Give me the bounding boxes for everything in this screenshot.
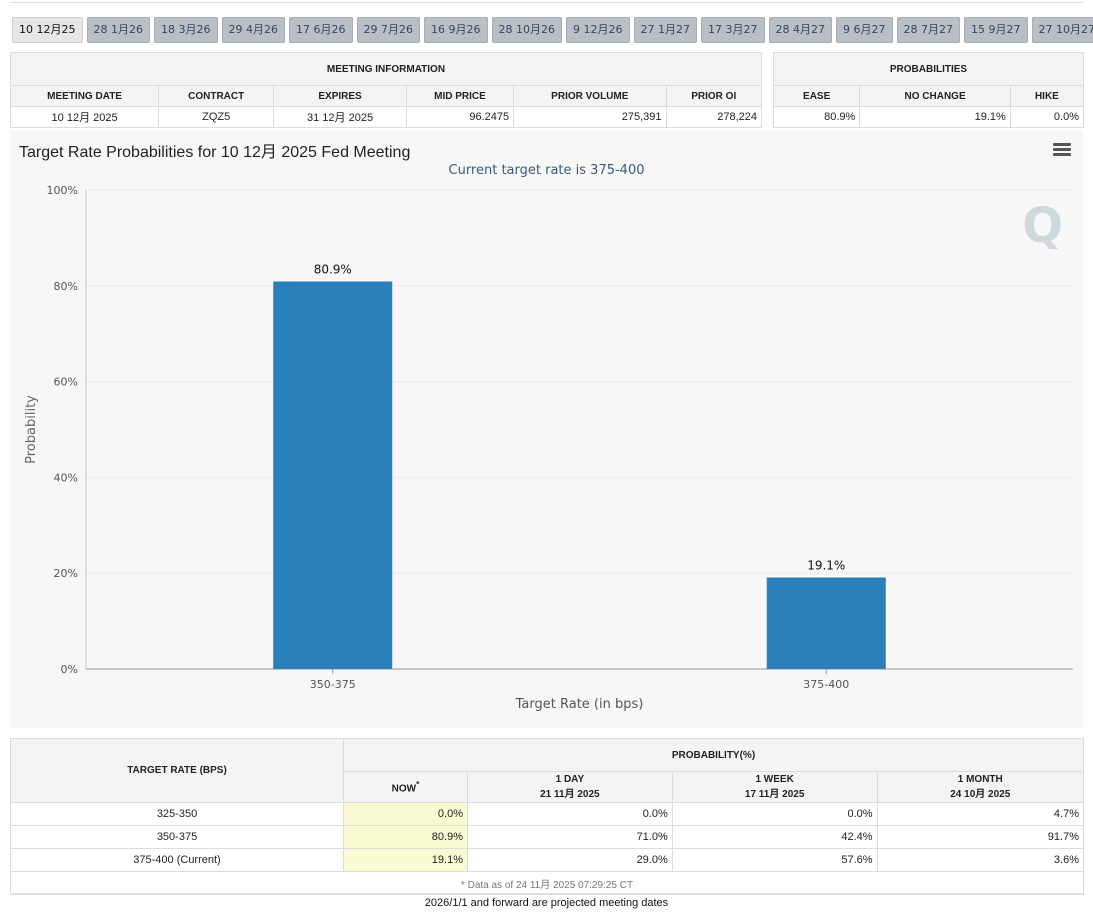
y-tick-label: 80% [54,280,78,293]
meeting-tab[interactable]: 17 3月27 [701,17,765,43]
x-tick-label: 350-375 [310,678,356,691]
month-cell: 4.7% [876,802,1085,826]
chart-title: Target Rate Probabilities for 10 12月 202… [19,144,411,161]
no-change-value: 19.1% [859,106,1011,128]
header-probability: PROBABILITY(%) [343,738,1084,772]
bottom-divider [10,893,1083,894]
now-cell: 19.1% [343,848,468,872]
meeting-tab[interactable]: 27 10月27 [1031,17,1093,43]
hike-value: 0.0% [1009,106,1085,128]
probabilities-table: PROBABILITIES EASE NO CHANGE HIKE 80.9% … [772,52,1085,128]
header-hike: HIKE [1009,85,1085,107]
meeting-tab[interactable]: 9 6月27 [836,17,893,43]
meeting-tabs: 10 12月25 28 1月26 18 3月26 29 4月26 17 6月26… [12,17,1093,43]
table-row: 375-400 (Current) 19.1% 29.0% 57.6% 3.6% [10,848,1085,872]
header-no-change: NO CHANGE [859,85,1011,107]
week-cell: 0.0% [671,802,878,826]
meeting-tab[interactable]: 10 12月25 [12,17,83,43]
day-cell: 71.0% [467,825,673,849]
table-row: 350-375 80.9% 71.0% 42.4% 91.7% [10,825,1085,849]
meeting-tab[interactable]: 9 12月26 [566,17,630,43]
footer-note: 2026/1/1 and forward are projected meeti… [424,897,669,909]
y-tick-label: 60% [54,376,78,389]
meeting-tab[interactable]: 15 9月27 [964,17,1028,43]
meeting-tab[interactable]: 18 3月26 [154,17,218,43]
header-expires: EXPIRES [273,85,407,107]
day-cell: 0.0% [467,802,673,826]
bar-data-label: 80.9% [314,262,352,276]
logo-watermark-icon: Q [1022,198,1063,254]
y-tick-label: 20% [54,567,78,580]
header-contract: CONTRACT [158,85,275,107]
prior-oi-value: 278,224 [665,106,762,128]
bar [273,281,393,669]
expires-value: 31 12月 2025 [273,106,407,128]
month-cell: 3.6% [876,848,1085,872]
month-cell: 91.7% [876,825,1085,849]
bar [766,577,886,669]
rate-cell: 375-400 (Current) [10,848,344,872]
week-cell: 57.6% [671,848,878,872]
rate-cell: 350-375 [10,825,344,849]
meeting-tab[interactable]: 28 10月26 [491,17,562,43]
chart-subtitle: Current target rate is 375-400 [448,163,645,178]
meeting-info-table: MEETING INFORMATION MEETING DATE CONTRAC… [9,52,762,128]
meeting-tab[interactable]: 29 7月26 [356,17,420,43]
meeting-info-title: MEETING INFORMATION [10,52,762,86]
hamburger-menu-icon[interactable] [1053,143,1071,157]
prior-volume-value: 275,391 [513,106,667,128]
y-tick-label: 0% [61,663,78,676]
meeting-tab[interactable]: 28 1月26 [86,17,150,43]
now-cell: 80.9% [343,825,468,849]
probability-history-table: TARGET RATE (BPS) PROBABILITY(%) NOW* 1 … [10,738,1085,895]
header-mid-price: MID PRICE [405,85,515,107]
y-tick-label: 100% [47,184,78,197]
header-prior-oi: PRIOR OI [665,85,762,107]
y-axis-title: Probability [24,395,39,464]
bar-chart: 0% 20% 40% 60% 80% 100% 80.9% 350-375 19.1% 375-4… [24,184,1073,712]
x-axis-title: Target Rate (in bps) [515,697,644,712]
rate-cell: 325-350 [10,802,344,826]
day-cell: 29.0% [467,848,673,872]
chart-panel: 0% 20% 40% 60% 80% 100% 80.9% 350-375 19.1% 375-4… [10,130,1083,728]
header-1-week: 1 WEEK 17 11月 2025 [671,771,878,803]
ease-value: 80.9% [772,106,861,128]
x-tick-label: 375-400 [803,678,849,691]
table-row: 325-350 0.0% 0.0% 0.0% 4.7% [10,802,1085,826]
header-ease: EASE [772,85,861,107]
meeting-tab[interactable]: 27 1月27 [633,17,697,43]
top-divider [10,2,1083,3]
bar-data-label: 19.1% [807,559,845,573]
meeting-tab[interactable]: 28 4月27 [768,17,832,43]
header-now: NOW* [343,771,468,803]
meeting-tab[interactable]: 17 6月26 [289,17,353,43]
header-target-rate: TARGET RATE (BPS) [10,738,344,803]
data-timestamp-note: * Data as of 24 11月 2025 07:29:25 CT [10,871,1084,895]
meeting-date-value: 10 12月 2025 [9,106,160,128]
contract-value: ZQZ5 [158,106,275,128]
now-cell: 0.0% [343,802,468,826]
header-meeting-date: MEETING DATE [9,85,160,107]
header-1-day: 1 DAY 21 11月 2025 [467,771,673,803]
probabilities-title: PROBABILITIES [773,52,1084,86]
header-1-month: 1 MONTH 24 10月 2025 [876,771,1085,803]
week-cell: 42.4% [671,825,878,849]
mid-price-value: 96.2475 [405,106,515,128]
header-prior-volume: PRIOR VOLUME [513,85,667,107]
y-tick-label: 40% [54,471,78,484]
meeting-tab[interactable]: 29 4月26 [221,17,285,43]
meeting-tab[interactable]: 28 7月27 [896,17,960,43]
meeting-tab[interactable]: 16 9月26 [424,17,488,43]
